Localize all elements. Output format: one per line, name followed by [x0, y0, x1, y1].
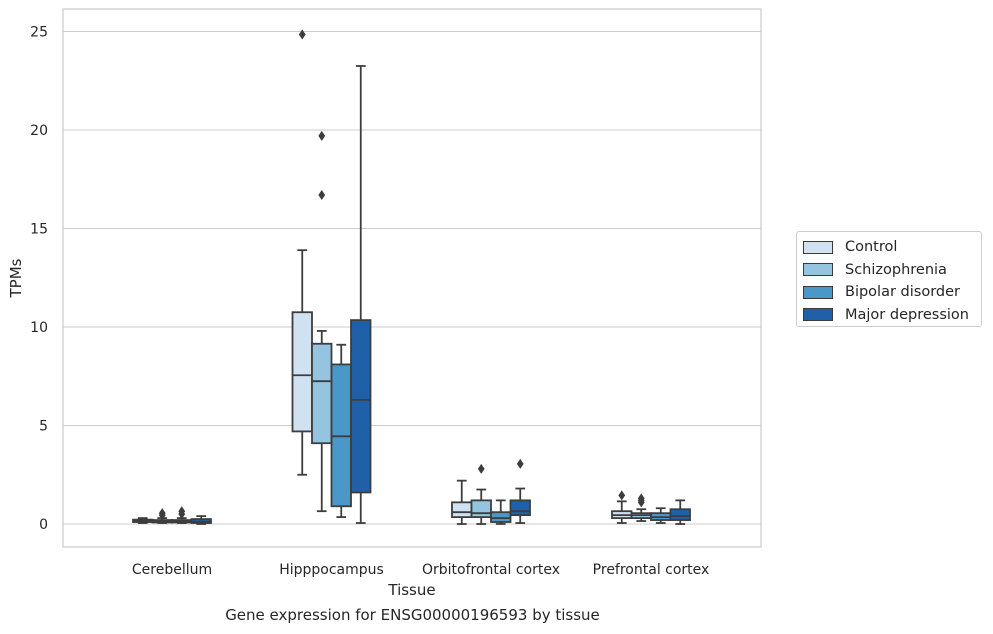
legend-item: Major depression [803, 304, 981, 327]
y-tick-label: 0 [39, 517, 48, 533]
x-tick-labels: Cerebellum Hipppocampus Orbitofrontal cort… [132, 562, 709, 578]
legend-swatch [803, 263, 833, 277]
outlier-point [637, 493, 645, 504]
box [311, 342, 333, 445]
box [509, 499, 531, 517]
gridlines [63, 30, 761, 525]
y-tick-label: 20 [30, 123, 48, 139]
outlier-point [178, 506, 186, 517]
series-control [132, 29, 633, 525]
y-tick-label: 15 [30, 222, 48, 238]
outlier-point [298, 29, 306, 40]
box-series [132, 29, 691, 525]
x-tick-label: Prefrontal cortex [593, 562, 710, 578]
legend-swatch [803, 285, 833, 299]
y-tick-labels: 0 5 10 15 20 25 [30, 25, 48, 534]
legend-label: Major depression [845, 306, 969, 323]
legend-label: Control [845, 239, 898, 256]
series-major-depression [190, 65, 691, 525]
box [350, 319, 372, 494]
outlier-point [158, 508, 166, 519]
outlier-point [318, 130, 326, 141]
outlier-point [477, 463, 485, 474]
series-schizophrenia [151, 130, 652, 525]
x-tick-label: Hipppocampus [279, 562, 384, 578]
y-axis-label: TPMs [7, 258, 25, 298]
box [451, 501, 473, 519]
legend-item: Bipolar disorder [803, 281, 981, 304]
outlier-point [618, 490, 626, 501]
legend-item: Schizophrenia [803, 259, 981, 282]
legend-label: Schizophrenia [845, 261, 947, 278]
legend-item: Control [803, 236, 981, 259]
legend-swatch [803, 308, 833, 322]
box [669, 508, 691, 521]
x-axis-label: Tissue [387, 581, 435, 599]
y-tick-label: 5 [39, 419, 48, 435]
x-tick-label: Orbitofrontal cortex [422, 562, 560, 578]
legend-swatch [803, 240, 833, 254]
legend-label: Bipolar disorder [845, 284, 960, 301]
box [490, 511, 512, 523]
outlier-point [516, 458, 524, 469]
y-tick-label: 10 [30, 320, 48, 336]
legend: Control Schizophrenia Bipolar disorder Majo… [796, 231, 982, 327]
figure-caption: Gene expression for ENSG00000196593 by t… [225, 606, 600, 624]
box [470, 499, 492, 519]
y-tick-label: 25 [30, 25, 48, 41]
box [291, 311, 313, 433]
outlier-point [318, 190, 326, 201]
box [330, 363, 352, 508]
plot-area-frame [62, 8, 762, 548]
series-bipolar-disorder [171, 343, 672, 525]
x-tick-label: Cerebellum [132, 562, 212, 578]
